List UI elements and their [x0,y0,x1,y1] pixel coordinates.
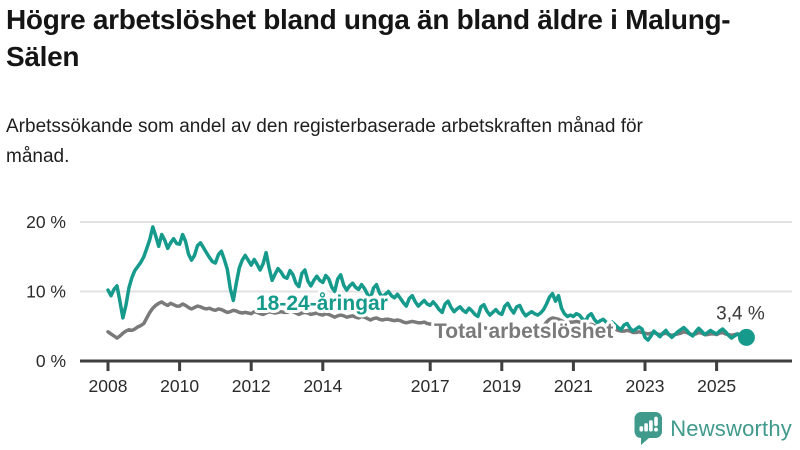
x-axis-tick-label: 2010 [160,376,199,396]
series-label: 18-24-åringar [256,292,388,315]
youth-unemployment-line [106,225,749,342]
latest-value-dot [737,328,755,346]
newsworthy-logo[interactable]: Newsworthy [634,412,792,446]
latest-value-label: 3,4 % [716,303,765,324]
x-axis-tick-label: 2025 [697,376,736,396]
x-axis-tick-label: 2017 [411,376,450,396]
y-axis-tick-label: 10 % [26,282,66,302]
total-unemployment-line [106,300,749,340]
x-axis-tick-label: 2021 [554,376,593,396]
newsworthy-brand-text: Newsworthy [670,416,792,441]
newsworthy-bubble-icon [634,412,663,445]
y-axis-tick-label: 0 % [36,351,66,371]
page-title: Högre arbetslöshet bland unga än bland ä… [6,4,731,72]
x-axis-tick-label: 2019 [482,376,521,396]
page-subtitle: Arbetssökande som andel av den registerb… [6,116,643,167]
x-axis-tick-label: 2014 [303,376,342,396]
series-label: Total arbetslöshet [434,320,613,343]
y-axis-tick-label: 20 % [26,212,66,232]
x-axis-tick-label: 2023 [626,376,665,396]
x-axis-tick-label: 2008 [89,376,128,396]
x-axis-tick-label: 2012 [232,376,271,396]
